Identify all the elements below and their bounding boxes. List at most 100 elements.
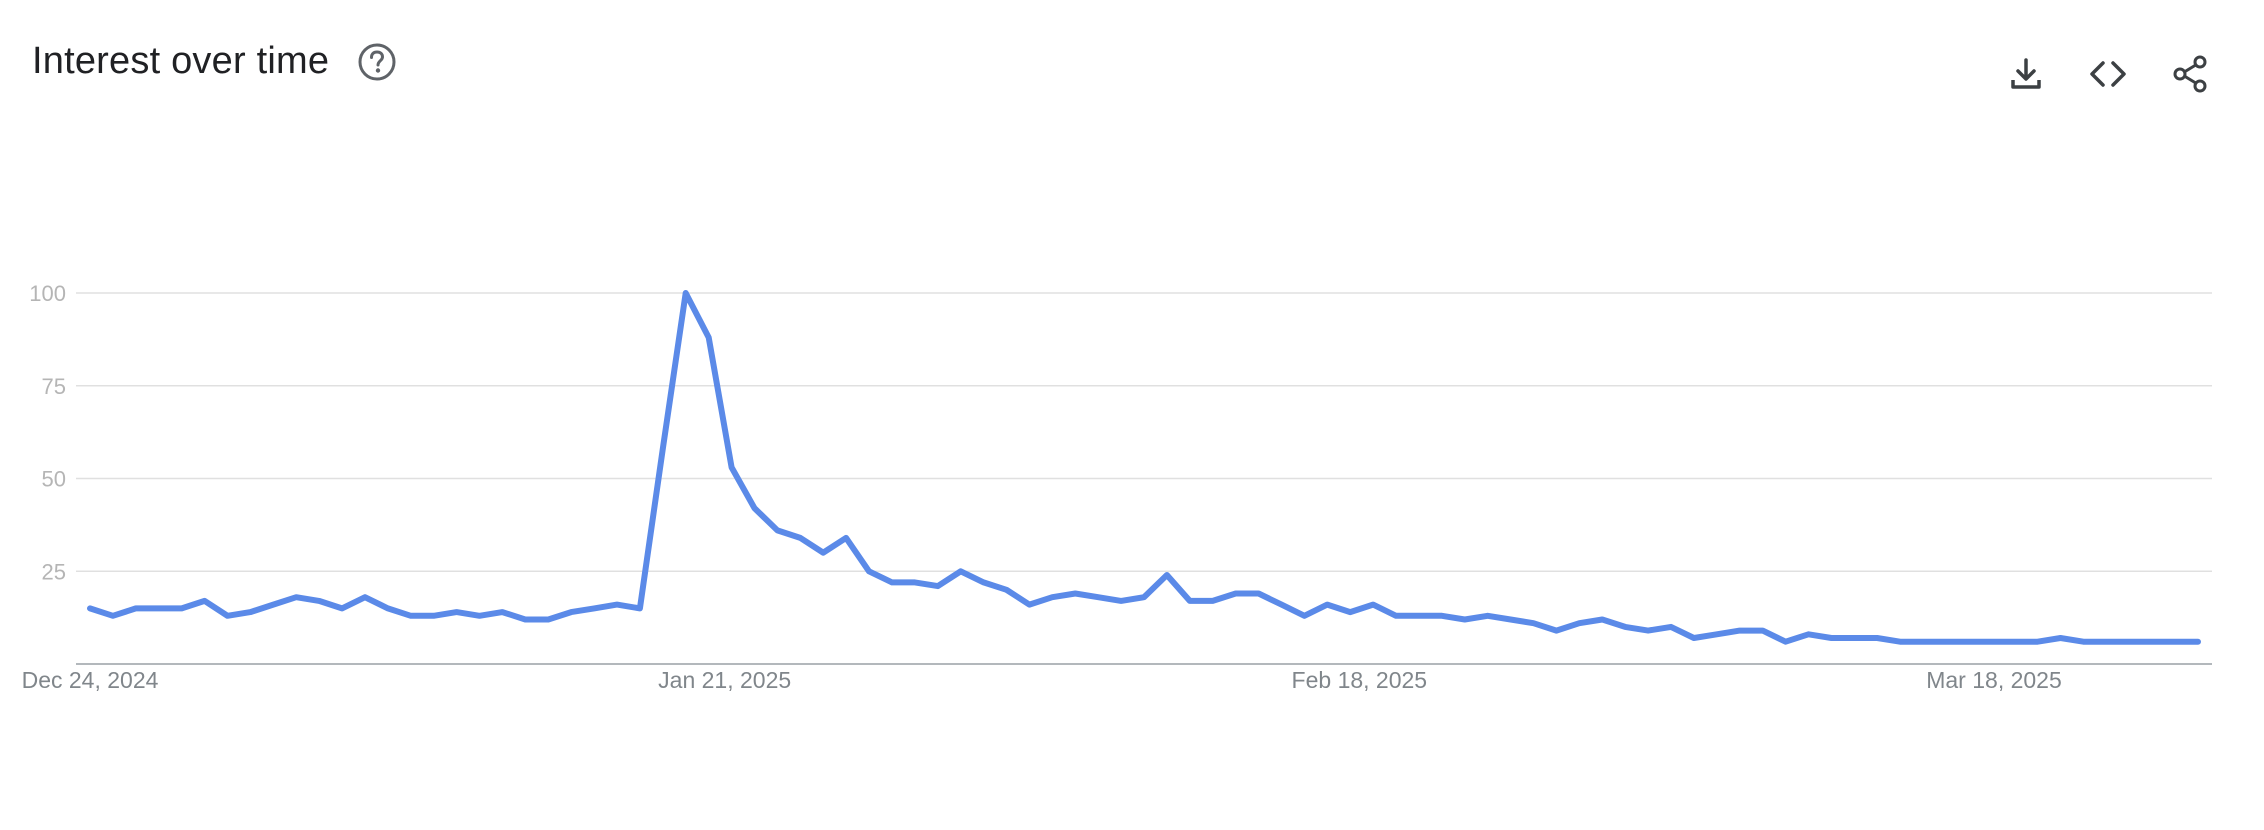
data-point[interactable] [1897, 639, 1903, 645]
data-point[interactable] [1851, 635, 1857, 641]
data-point[interactable] [499, 609, 505, 615]
data-point[interactable] [797, 535, 803, 541]
data-point[interactable] [202, 598, 208, 604]
data-point[interactable] [1233, 591, 1239, 597]
data-point[interactable] [889, 579, 895, 585]
data-point[interactable] [1989, 639, 1995, 645]
data-point[interactable] [1072, 591, 1078, 597]
data-point[interactable] [1118, 598, 1124, 604]
data-point[interactable] [1553, 628, 1559, 634]
data-point[interactable] [1164, 572, 1170, 578]
data-point[interactable] [1393, 613, 1399, 619]
data-point[interactable] [1737, 628, 1743, 634]
data-point[interactable] [637, 605, 643, 611]
data-point[interactable] [1004, 587, 1010, 593]
data-point[interactable] [1485, 613, 1491, 619]
data-point[interactable] [87, 605, 93, 611]
data-point[interactable] [1576, 620, 1582, 626]
data-point[interactable] [316, 598, 322, 604]
data-point[interactable] [247, 609, 253, 615]
data-point[interactable] [1943, 639, 1949, 645]
data-point[interactable] [2012, 639, 2018, 645]
data-point[interactable] [706, 335, 712, 341]
data-point[interactable] [2149, 639, 2155, 645]
data-point[interactable] [2035, 639, 2041, 645]
data-point[interactable] [843, 535, 849, 541]
data-point[interactable] [408, 613, 414, 619]
data-point[interactable] [293, 594, 299, 600]
data-point[interactable] [1141, 594, 1147, 600]
data-point[interactable] [981, 579, 987, 585]
data-point[interactable] [1691, 635, 1697, 641]
data-point[interactable] [1370, 602, 1376, 608]
data-point[interactable] [1256, 591, 1262, 597]
data-point[interactable] [133, 605, 139, 611]
data-point[interactable] [1508, 616, 1514, 622]
data-point[interactable] [454, 609, 460, 615]
data-point[interactable] [362, 594, 368, 600]
data-point[interactable] [1783, 639, 1789, 645]
data-point[interactable] [935, 583, 941, 589]
data-point[interactable] [431, 613, 437, 619]
help-icon[interactable] [357, 42, 397, 82]
data-point[interactable] [1301, 613, 1307, 619]
data-point[interactable] [660, 446, 666, 452]
data-point[interactable] [179, 605, 185, 611]
code-embed-icon[interactable] [2088, 54, 2128, 94]
data-point[interactable] [2080, 639, 2086, 645]
data-point[interactable] [1622, 624, 1628, 630]
data-point[interactable] [1874, 635, 1880, 641]
download-icon[interactable] [2006, 54, 2046, 94]
data-point[interactable] [156, 605, 162, 611]
data-point[interactable] [339, 605, 345, 611]
data-point[interactable] [820, 550, 826, 556]
data-point[interactable] [1805, 631, 1811, 637]
data-point[interactable] [1026, 602, 1032, 608]
data-point[interactable] [568, 609, 574, 615]
x-tick-label: Jan 21, 2025 [658, 667, 791, 693]
data-point[interactable] [1645, 628, 1651, 634]
x-tick-label: Dec 24, 2024 [22, 667, 159, 693]
data-point[interactable] [1599, 616, 1605, 622]
data-point[interactable] [2126, 639, 2132, 645]
data-point[interactable] [2172, 639, 2178, 645]
data-point[interactable] [1416, 613, 1422, 619]
data-point[interactable] [545, 616, 551, 622]
data-point[interactable] [1714, 631, 1720, 637]
data-point[interactable] [958, 568, 964, 574]
data-point[interactable] [385, 605, 391, 611]
data-point[interactable] [477, 613, 483, 619]
data-point[interactable] [1095, 594, 1101, 600]
y-tick-label: 100 [29, 281, 66, 306]
data-point[interactable] [1439, 613, 1445, 619]
data-point[interactable] [1049, 594, 1055, 600]
data-point[interactable] [2058, 635, 2064, 641]
data-point[interactable] [1531, 620, 1537, 626]
data-point[interactable] [912, 579, 918, 585]
data-point[interactable] [1210, 598, 1216, 604]
data-point[interactable] [614, 602, 620, 608]
data-point[interactable] [110, 613, 116, 619]
data-point[interactable] [591, 605, 597, 611]
data-point[interactable] [522, 616, 528, 622]
data-point[interactable] [1760, 628, 1766, 634]
data-point[interactable] [2103, 639, 2109, 645]
data-point[interactable] [1187, 598, 1193, 604]
data-point[interactable] [683, 290, 689, 296]
data-point[interactable] [1966, 639, 1972, 645]
data-point[interactable] [1668, 624, 1674, 630]
data-point[interactable] [1920, 639, 1926, 645]
share-icon[interactable] [2170, 54, 2210, 94]
data-point[interactable] [866, 568, 872, 574]
data-point[interactable] [729, 464, 735, 470]
data-point[interactable] [1462, 616, 1468, 622]
data-point[interactable] [270, 602, 276, 608]
data-point[interactable] [1828, 635, 1834, 641]
data-point[interactable] [224, 613, 230, 619]
data-point[interactable] [2195, 639, 2201, 645]
data-point[interactable] [774, 527, 780, 533]
data-point[interactable] [1347, 609, 1353, 615]
data-point[interactable] [1324, 602, 1330, 608]
data-point[interactable] [1278, 602, 1284, 608]
data-point[interactable] [751, 505, 757, 511]
